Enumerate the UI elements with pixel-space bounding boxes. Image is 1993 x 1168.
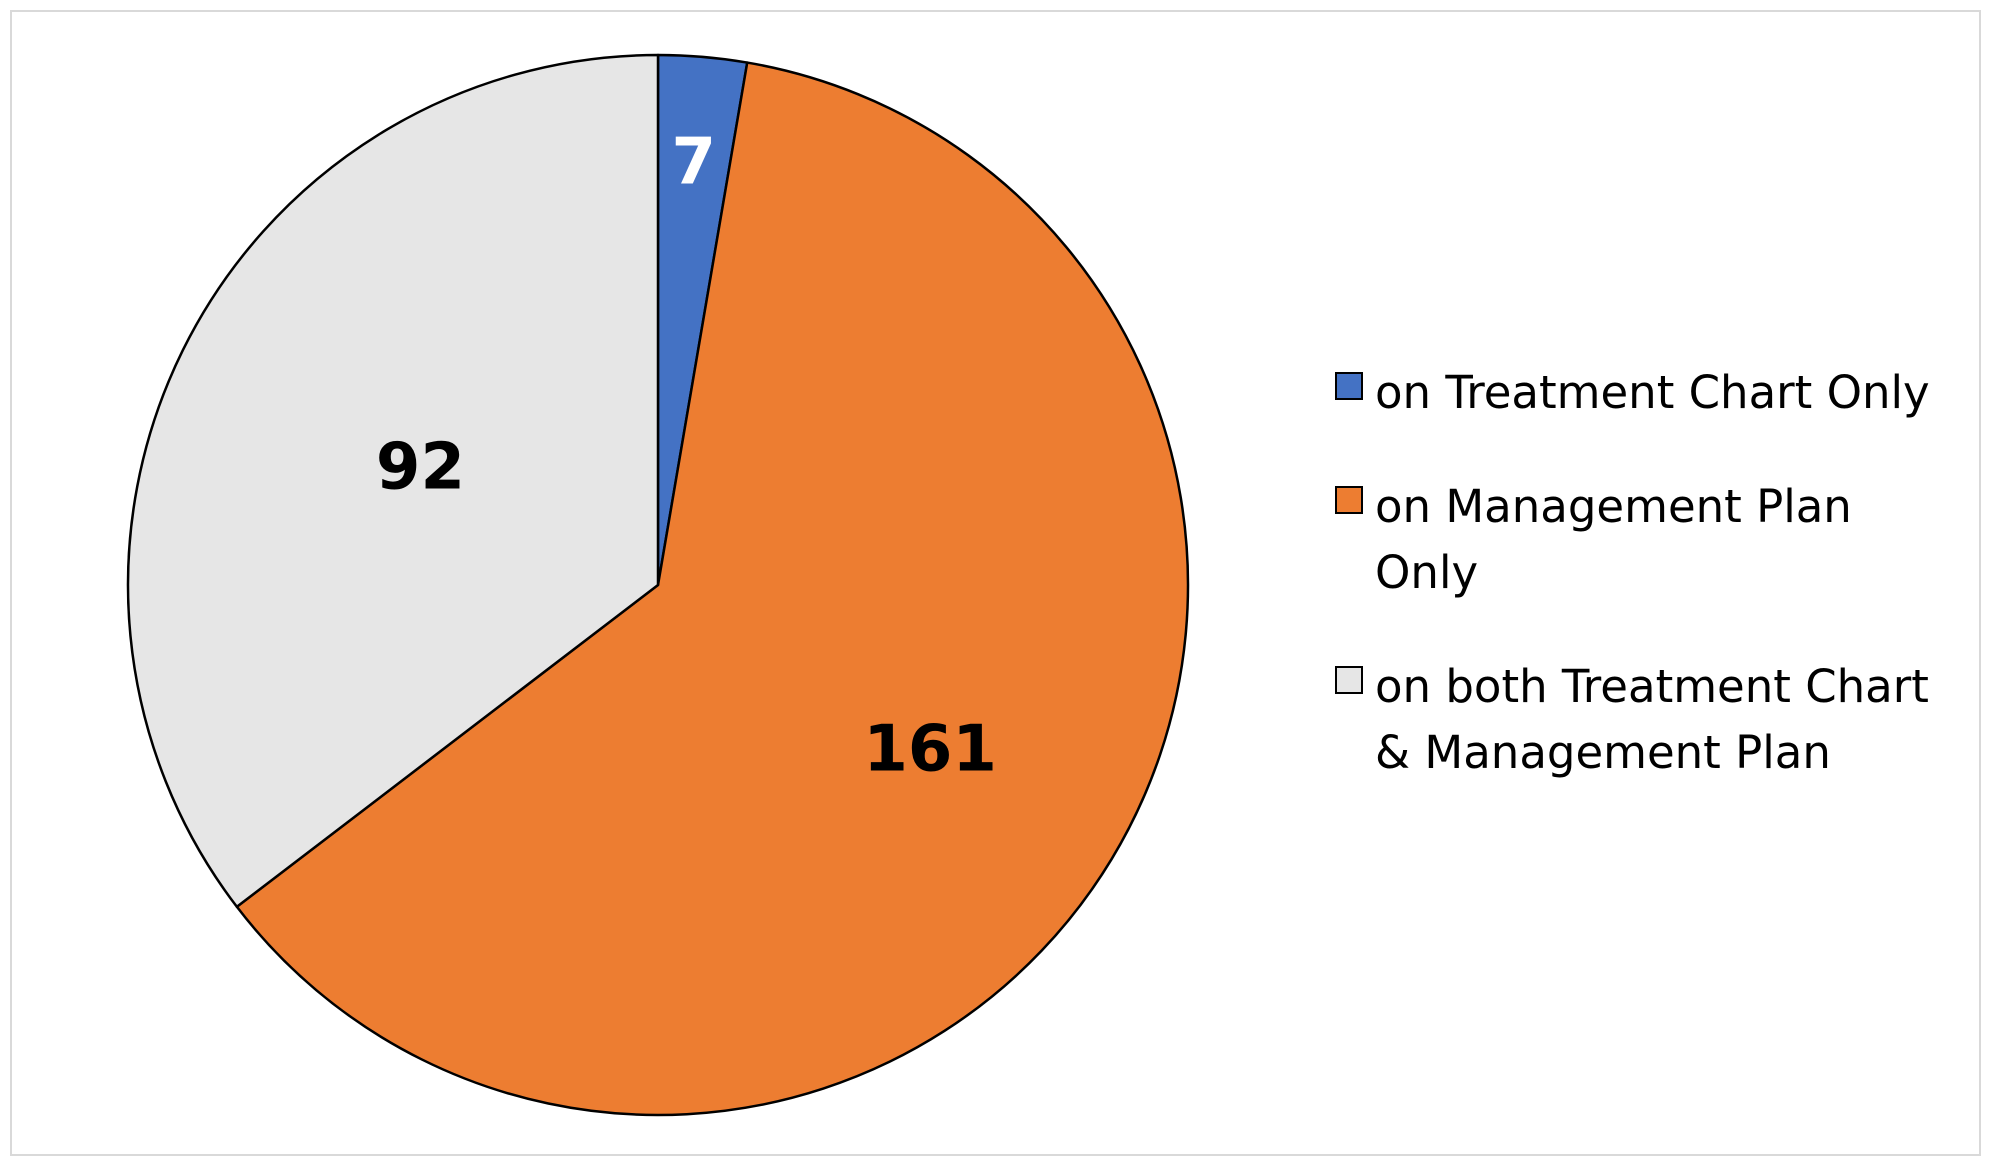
- legend-swatch-management-plan-only: [1335, 486, 1363, 514]
- legend-label-treatment-chart-only: on Treatment Chart Only: [1375, 366, 1930, 419]
- pie-slices: [126, 53, 1190, 1117]
- data-label-management-plan-only: 161: [863, 713, 997, 787]
- pie-data-labels: 7 161 92: [376, 126, 997, 787]
- legend-item-both: on both Treatment Chart & Management Pla…: [1335, 654, 1965, 786]
- legend: on Treatment Chart Only on Management Pl…: [1335, 360, 1965, 834]
- legend-label-management-plan-only: on Management Plan Only: [1375, 480, 1852, 599]
- data-label-treatment-chart-only: 7: [672, 126, 717, 200]
- data-label-both: 92: [376, 431, 465, 505]
- legend-swatch-treatment-chart-only: [1335, 372, 1363, 400]
- slice-both: [126, 53, 660, 909]
- legend-item-treatment-chart-only: on Treatment Chart Only: [1335, 360, 1965, 426]
- legend-label-both: on both Treatment Chart & Management Pla…: [1375, 660, 1929, 779]
- slice-management-plan-only: [235, 61, 1190, 1117]
- legend-swatch-both: [1335, 666, 1363, 694]
- legend-item-management-plan-only: on Management Plan Only: [1335, 474, 1965, 606]
